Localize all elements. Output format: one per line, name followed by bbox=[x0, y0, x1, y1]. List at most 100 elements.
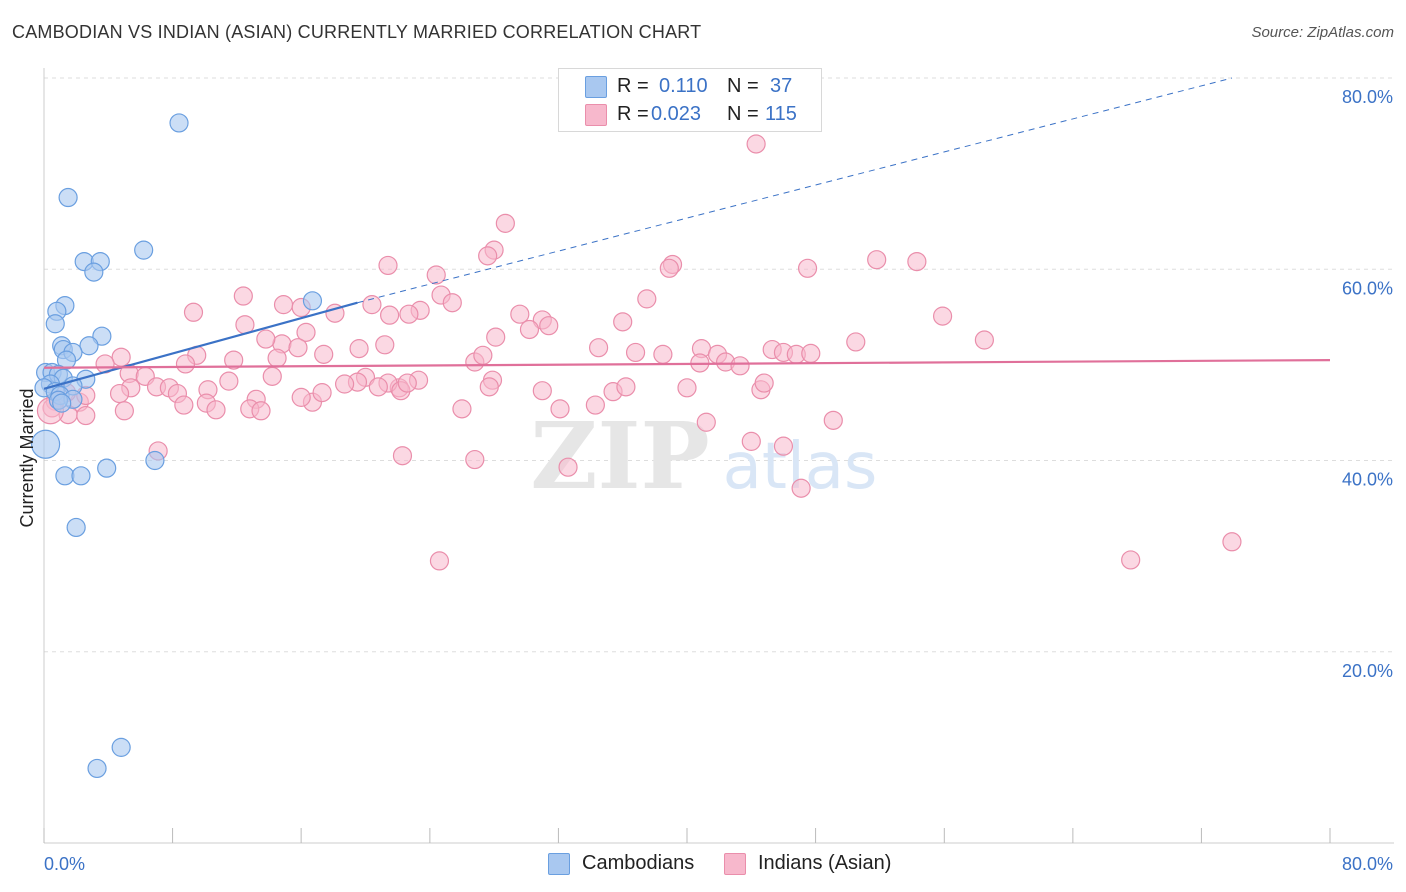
indians-point bbox=[251, 401, 271, 421]
indians-point bbox=[773, 436, 794, 456]
bottom-legend-cambodians[interactable]: Cambodians bbox=[548, 852, 694, 875]
indians-point bbox=[532, 381, 552, 401]
indians-point bbox=[397, 373, 417, 393]
indians-point bbox=[368, 377, 388, 397]
indians-point bbox=[797, 258, 818, 278]
indians-point bbox=[495, 213, 515, 233]
indians-point bbox=[653, 344, 673, 364]
indians-point bbox=[380, 305, 400, 325]
watermark-zip: ZIP bbox=[530, 402, 709, 510]
cambodians-point bbox=[56, 350, 77, 370]
x-tick-label-max: 80.0% bbox=[1342, 854, 1393, 874]
indians-point bbox=[224, 350, 244, 370]
bottom-legend-label-cambodians: Cambodians bbox=[582, 852, 695, 874]
indians-point bbox=[1222, 532, 1242, 552]
bottom-legend: Cambodians Indians (Asian) bbox=[0, 852, 1406, 878]
indians-point bbox=[1121, 550, 1141, 570]
y-tick-label: 60.0% bbox=[1342, 278, 1393, 298]
y-tick-label: 20.0% bbox=[1342, 661, 1393, 681]
cambodians-point bbox=[79, 336, 99, 356]
indians-point bbox=[588, 338, 609, 358]
indians-point bbox=[741, 431, 761, 451]
cambodians-point bbox=[111, 737, 131, 757]
indians-point bbox=[76, 405, 96, 426]
legend-r-value-indians: 0.023 bbox=[651, 103, 702, 125]
cambodians-point bbox=[52, 393, 72, 413]
indians-point bbox=[867, 250, 887, 270]
indians-point bbox=[746, 134, 766, 154]
indians-point bbox=[233, 286, 253, 306]
indians-point bbox=[442, 293, 462, 313]
indians-point bbox=[314, 344, 334, 364]
indians-point bbox=[907, 252, 927, 272]
legend-box: R = 0.110 N = 37 R = 0.023 N = 115 bbox=[558, 68, 822, 132]
bottom-legend-swatch-indians bbox=[724, 852, 746, 875]
tick-label-layer: 20.0% 40.0% 60.0% 80.0% 0.0% 80.0% bbox=[44, 87, 1393, 874]
cambodians-trend-line bbox=[43, 301, 358, 390]
cambodians-point bbox=[302, 291, 323, 311]
indians-point bbox=[174, 395, 194, 415]
cambodians-point bbox=[169, 113, 189, 133]
indians-point bbox=[335, 374, 355, 394]
indians-point bbox=[362, 295, 382, 315]
indians-point bbox=[801, 343, 821, 363]
indians-point bbox=[473, 345, 493, 365]
trend-layer bbox=[43, 77, 1331, 390]
indians-point bbox=[291, 387, 311, 407]
indians-point bbox=[616, 377, 636, 397]
indians-point bbox=[296, 322, 316, 342]
indians-point bbox=[558, 457, 578, 477]
cambodians-point bbox=[55, 466, 75, 486]
legend-n-label-indians: N = bbox=[727, 103, 759, 125]
legend-n-label-cambodians: N = bbox=[727, 75, 759, 97]
indians-point bbox=[273, 295, 294, 315]
cambodians-point bbox=[58, 187, 78, 208]
cambodians-point bbox=[71, 466, 91, 486]
cambodians-point bbox=[92, 326, 112, 346]
indians-point bbox=[754, 373, 774, 393]
indians-point bbox=[219, 371, 239, 391]
indians-point bbox=[625, 342, 646, 363]
indians-point bbox=[288, 338, 308, 358]
indians-point bbox=[846, 332, 866, 352]
cambodians-point bbox=[145, 450, 165, 471]
indians-point bbox=[510, 304, 530, 324]
legend-r-value-cambodians: 0.110 bbox=[659, 75, 708, 97]
cambodians-point bbox=[66, 517, 86, 538]
indians-point bbox=[312, 383, 332, 403]
bottom-legend-swatch-cambodians bbox=[548, 852, 570, 875]
indians-point bbox=[109, 383, 130, 404]
indians-point bbox=[465, 449, 485, 470]
indians-point bbox=[375, 335, 395, 355]
indians-point bbox=[183, 302, 204, 322]
indians-point bbox=[791, 478, 811, 498]
cambodians-point bbox=[97, 458, 117, 478]
cambodians-trend-extension bbox=[357, 77, 1233, 304]
indians-point bbox=[659, 258, 679, 278]
indians-point bbox=[452, 399, 472, 419]
series-cambodians-points bbox=[31, 113, 323, 779]
indians-point bbox=[111, 347, 131, 367]
indians-point bbox=[730, 356, 750, 376]
watermark-layer: ZIP atlas bbox=[530, 402, 877, 510]
cambodians-point bbox=[31, 429, 61, 459]
indians-point bbox=[256, 329, 276, 349]
indians-point bbox=[392, 446, 413, 466]
cambodians-point bbox=[134, 240, 154, 260]
chart-title: CAMBODIAN VS INDIAN (ASIAN) CURRENTLY MA… bbox=[12, 22, 702, 42]
cambodians-point bbox=[45, 314, 65, 334]
indians-point bbox=[349, 339, 369, 359]
indians-point bbox=[696, 412, 716, 432]
bottom-legend-indians[interactable]: Indians (Asian) bbox=[724, 852, 891, 875]
indians-point bbox=[426, 265, 446, 285]
indians-point bbox=[378, 255, 398, 276]
indians-point bbox=[486, 327, 506, 347]
indians-point bbox=[637, 289, 657, 309]
indians-point bbox=[479, 377, 499, 397]
cambodians-point bbox=[87, 758, 107, 779]
legend-swatch-cambodians bbox=[585, 76, 607, 98]
source-label: Source: ZipAtlas.com bbox=[1251, 24, 1394, 41]
indians-point bbox=[932, 306, 953, 326]
indians-point bbox=[399, 304, 419, 324]
x-tick-label-min: 0.0% bbox=[44, 854, 85, 874]
